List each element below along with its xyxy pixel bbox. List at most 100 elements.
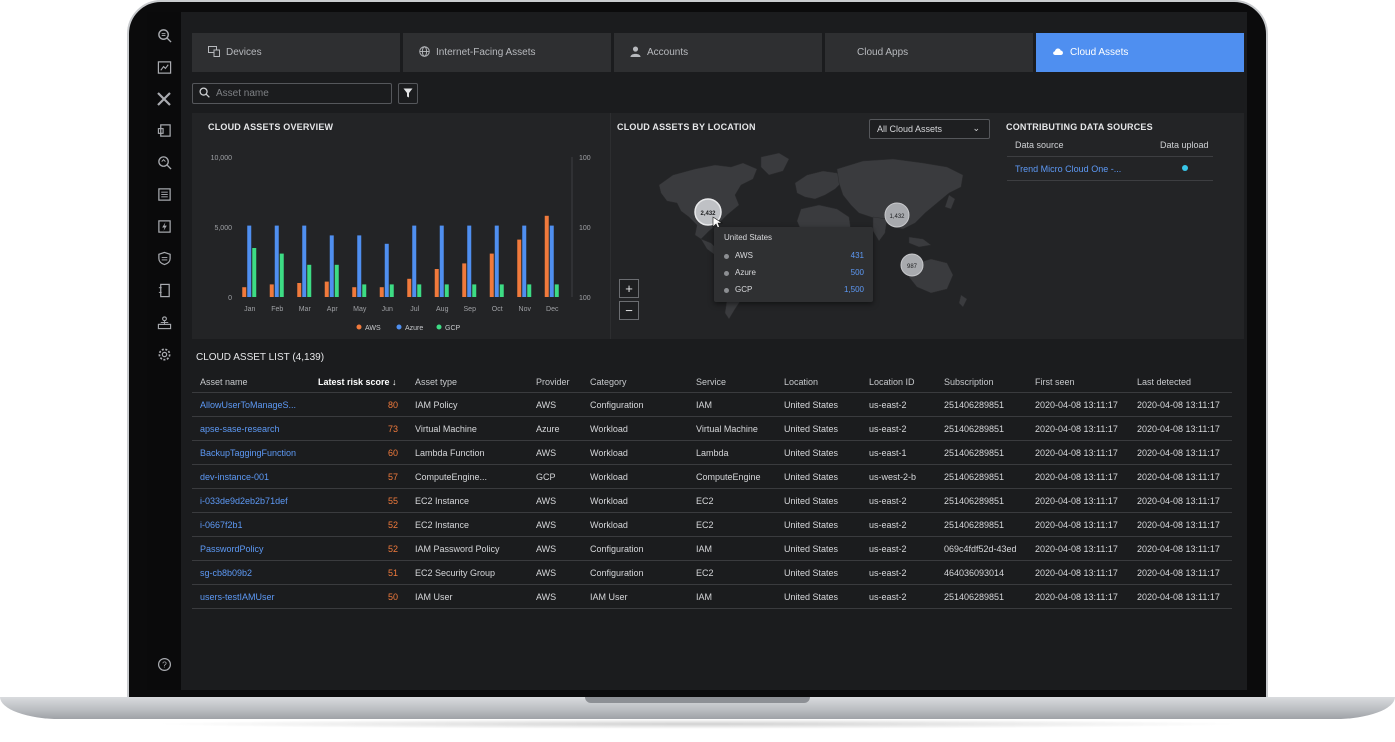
table-cell: IAM [696,544,713,554]
table-row[interactable]: AllowUserToManageS... 80 IAM Policy AWS Conf… [192,392,1232,416]
investigate-icon[interactable] [153,151,175,173]
bar-azure-nov [522,225,527,297]
table-row[interactable]: PasswordPolicy 52 IAM Password Policy AWS Co… [192,536,1232,560]
tooltip-row: GCP 1,500 [724,285,864,297]
table-row[interactable]: BackupTaggingFunction 60 Lambda Function AW… [192,440,1232,464]
table-cell: Workload [590,424,628,434]
tab-devices[interactable]: Devices [192,33,400,72]
cluster-australia[interactable]: 987 [900,253,924,277]
list-icon[interactable] [153,183,175,205]
bar-azure-aug [439,225,444,297]
tab-cloud-assets[interactable]: Cloud Assets [1036,33,1244,72]
table-row[interactable]: i-0667f2b1 52 EC2 Instance AWS Workload EC2 Un… [192,512,1232,536]
table-cell: Workload [590,472,628,482]
table-cell: IAM User [590,592,628,602]
asset-name-link[interactable]: AllowUserToManageS... [200,400,297,410]
response-icon[interactable] [153,215,175,237]
column-header[interactable]: Asset type [415,377,458,387]
report-icon[interactable] [153,279,175,301]
column-header[interactable]: Provider [536,377,570,387]
x-tick-label: May [353,306,367,313]
cluster-asia[interactable]: 1,432 [884,202,910,228]
column-header[interactable]: Category [590,377,627,387]
column-header[interactable]: Asset name [200,377,248,387]
table-cell: 251406289851 [944,520,1005,530]
cluster-label: 2,432 [700,211,716,217]
table-row[interactable]: i-033de9d2eb2b71def 55 EC2 Instance AWS Work… [192,488,1232,512]
x-tick-label: Dec [546,306,559,313]
table-row[interactable]: apse-sase-research 73 Virtual Machine Azure… [192,416,1232,440]
bar-aws-sep [462,263,467,297]
asset-name-link[interactable]: apse-sase-research [200,424,280,434]
risk-score: 60 [387,448,398,458]
zoom-out-button[interactable]: − [619,301,639,320]
column-header[interactable]: Location [784,377,819,387]
table-cell: 2020-04-08 13:11:17 [1137,424,1220,434]
tab-internet-facing-assets[interactable]: Internet-Facing Assets [403,33,611,72]
column-header[interactable]: First seen [1035,377,1075,387]
asset-name-link[interactable]: i-0667f2b1 [200,520,243,530]
x-tick-label: Feb [271,306,283,313]
table-cell: Virtual Machine [415,424,477,434]
table-cell: 2020-04-08 13:11:17 [1035,592,1118,602]
table-cell: us-east-2 [869,544,907,554]
table-row[interactable]: dev-instance-001 57 ComputeEngine... GCP Wor… [192,464,1232,488]
column-header[interactable]: Subscription [944,377,994,387]
tab-label: Cloud Assets [1070,47,1129,58]
asset-name-link[interactable]: i-033de9d2eb2b71def [200,496,288,506]
dashboard-icon[interactable] [153,56,175,78]
table-row[interactable]: users-testIAMUser 50 IAM User AWS IAM User IA… [192,584,1232,608]
column-header[interactable]: Latest risk score ↓ [318,377,397,387]
legend-label-aws: AWS [365,325,381,332]
endpoint-icon[interactable] [153,119,175,141]
network-icon[interactable] [153,311,175,333]
overview-title: CLOUD ASSETS OVERVIEW [208,122,334,132]
tab-cloud-apps[interactable]: Cloud Apps [825,33,1033,72]
xdr-icon[interactable] [153,88,175,110]
user-icon [630,45,641,60]
table-cell: EC2 [696,520,714,530]
search-report-icon[interactable] [153,24,175,46]
location-filter-select[interactable]: All Cloud Assets ⌄ [869,119,990,139]
asset-search-input[interactable] [216,88,386,99]
table-cell: AWS [536,568,557,578]
table-row[interactable]: sg-cb8b09b2 51 EC2 Security Group AWS Config… [192,560,1232,584]
help-icon[interactable]: ? [153,653,175,675]
tooltip-name: AWS [735,251,753,260]
tab-accounts[interactable]: Accounts [614,33,822,72]
column-header[interactable]: Last detected [1137,377,1192,387]
bar-aws-nov [517,239,522,297]
legend-label-gcp: GCP [445,325,461,332]
column-header[interactable]: Service [696,377,727,387]
data-source-link[interactable]: Trend Micro Cloud One -... [1015,164,1122,174]
asset-name-link[interactable]: users-testIAMUser [200,592,275,602]
table-cell: Azure [536,424,560,434]
bar-gcp-sep [472,284,477,297]
table-cell: us-west-2-b [869,472,917,482]
asset-name-link[interactable]: dev-instance-001 [200,472,270,482]
filter-button[interactable] [398,83,418,104]
asset-name-link[interactable]: sg-cb8b09b2 [200,568,253,578]
zoom-in-button[interactable]: + [619,279,639,298]
location-tooltip: United States AWS 431 Azure 500 GCP 1,500 [714,227,873,302]
tooltip-value: 500 [850,268,864,277]
table-cell: ComputeEngine... [415,472,488,482]
globe-icon [419,45,430,60]
bar-aws-mar [297,283,302,297]
column-header[interactable]: Location ID [869,377,915,387]
bar-gcp-jun [389,284,394,297]
asset-name-link[interactable]: BackupTaggingFunction [200,448,297,458]
bar-aws-aug [434,269,439,297]
asset-name-link[interactable]: PasswordPolicy [200,544,264,554]
policy-icon[interactable] [153,247,175,269]
bar-azure-sep [467,225,472,297]
x-tick-label: Aug [436,306,449,313]
table-cell: us-east-2 [869,496,907,506]
bar-gcp-jul [417,284,422,297]
settings-icon[interactable] [153,343,175,365]
table-cell: 2020-04-08 13:11:17 [1137,568,1220,578]
cloud-assets-overview-panel: CLOUD ASSETS OVERVIEW 10,000 5,000 0 100 100… [192,113,610,339]
cloud-icon [1052,46,1064,59]
bar-aws-apr [324,281,329,297]
table-cell: us-east-2 [869,400,907,410]
